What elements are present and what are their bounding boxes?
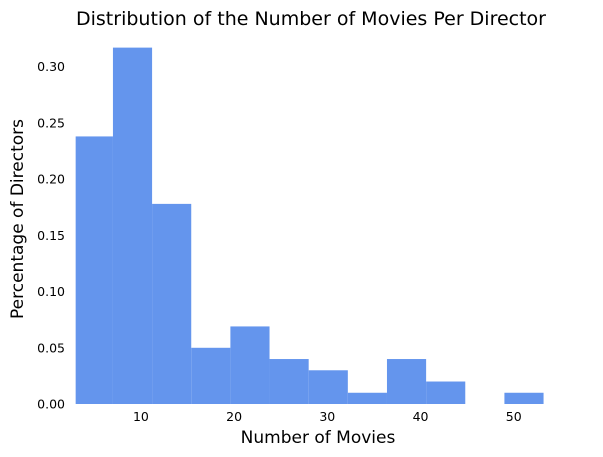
y-tick-label: 0.15 [37, 228, 65, 243]
x-axis-label: Number of Movies [241, 428, 396, 448]
histogram-bar-2 [112, 47, 153, 405]
bars-group [75, 47, 544, 405]
y-tick-label: 0.10 [37, 284, 65, 299]
histogram-bar-12 [504, 392, 544, 404]
histogram-bar-9 [386, 359, 427, 404]
histogram-bar-1 [75, 136, 113, 404]
histogram-bar-6 [269, 359, 309, 404]
x-tick-label: 30 [319, 409, 335, 424]
x-tick-label: 50 [506, 409, 522, 424]
y-tick-label: 0.00 [37, 397, 65, 412]
histogram-bar-4 [191, 347, 231, 404]
y-tick-labels: 0.00 0.05 0.10 0.15 0.20 0.25 0.30 [37, 59, 65, 411]
histogram-bar-10 [426, 381, 466, 404]
y-tick-label: 0.30 [37, 59, 65, 74]
x-tick-label: 10 [133, 409, 149, 424]
y-axis-label: Percentage of Directors [8, 119, 28, 319]
y-tick-label: 0.20 [37, 172, 65, 187]
y-tick-label: 0.05 [37, 340, 65, 355]
histogram-bar-7 [308, 370, 348, 404]
x-tick-label: 20 [226, 409, 242, 424]
chart-title: Distribution of the Number of Movies Per… [76, 8, 546, 30]
y-tick-label: 0.25 [37, 115, 65, 130]
histogram-bar-5 [230, 326, 270, 404]
histogram-bar-3 [152, 203, 192, 404]
x-tick-label: 40 [413, 409, 429, 424]
x-tick-labels: 10 20 30 40 50 [133, 409, 522, 424]
histogram-bar-8 [347, 392, 387, 404]
